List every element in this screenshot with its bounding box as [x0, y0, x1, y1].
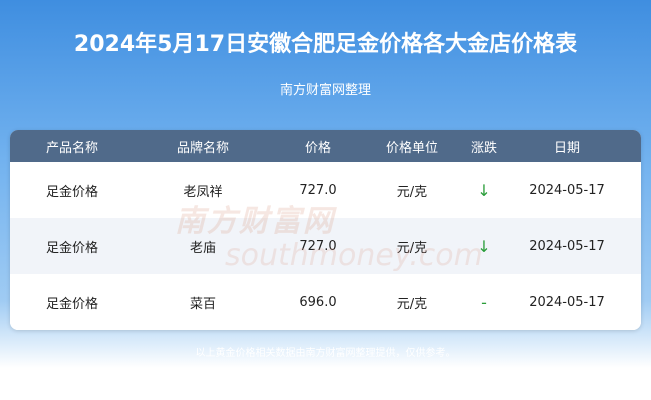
column-header: 日期 — [553, 140, 580, 156]
table-cell: 727.0 — [299, 238, 337, 254]
table-cell: 2024-05-17 — [529, 294, 605, 310]
table-cell: 菜百 — [189, 296, 216, 312]
trend-indicator: - — [481, 292, 487, 312]
table-cell: 老凤祥 — [183, 184, 223, 200]
trend-indicator: ↓ — [477, 236, 491, 256]
table-row: 足金价格 菜百 696.0 元/克 - 2024-05-17 — [10, 274, 641, 330]
table-cell: 足金价格 — [45, 240, 98, 256]
column-header: 涨跌 — [470, 140, 497, 156]
column-header: 价格单位 — [385, 140, 438, 156]
table-cell: 元/克 — [396, 240, 428, 256]
column-header: 产品名称 — [45, 140, 98, 156]
table-cell: 足金价格 — [45, 184, 98, 200]
header-row: 产品名称 品牌名称 价格 价格单位 涨跌 日期 — [10, 130, 641, 162]
table-cell: 足金价格 — [45, 296, 98, 312]
title: 2024年5月17日安徽合肥足金价格各大金店价格表 — [73, 32, 578, 57]
table-row: 足金价格 老庙 727.0 元/克 ↓ 2024-05-17 — [10, 218, 641, 274]
price-table: 产品名称 品牌名称 价格 价格单位 涨跌 日期足金价格 老凤祥 727.0 元/克 ↓ 2024-0… — [10, 130, 641, 330]
subtitle: 南方财富网整理 — [279, 83, 371, 98]
watermark: 南方财富网 — [175, 204, 335, 239]
trend-indicator: ↓ — [477, 180, 491, 200]
table-cell: 2024-05-17 — [529, 238, 605, 254]
table-cell: 727.0 — [299, 182, 337, 198]
table-cell: 老庙 — [189, 240, 216, 256]
table-cell: 元/克 — [396, 184, 428, 200]
table-cell: 元/克 — [396, 296, 428, 312]
table-cell: 2024-05-17 — [529, 182, 605, 198]
footer-note: 以上黄金价格相关数据由南方财富网整理提供，仅供参考。 — [195, 348, 456, 359]
column-header: 价格 — [304, 140, 331, 156]
watermark: southmoney.com — [225, 238, 483, 273]
column-header: 品牌名称 — [176, 140, 229, 156]
table-row: 足金价格 老凤祥 727.0 元/克 ↓ 2024-05-17 — [10, 162, 641, 218]
table-cell: 696.0 — [299, 294, 337, 310]
